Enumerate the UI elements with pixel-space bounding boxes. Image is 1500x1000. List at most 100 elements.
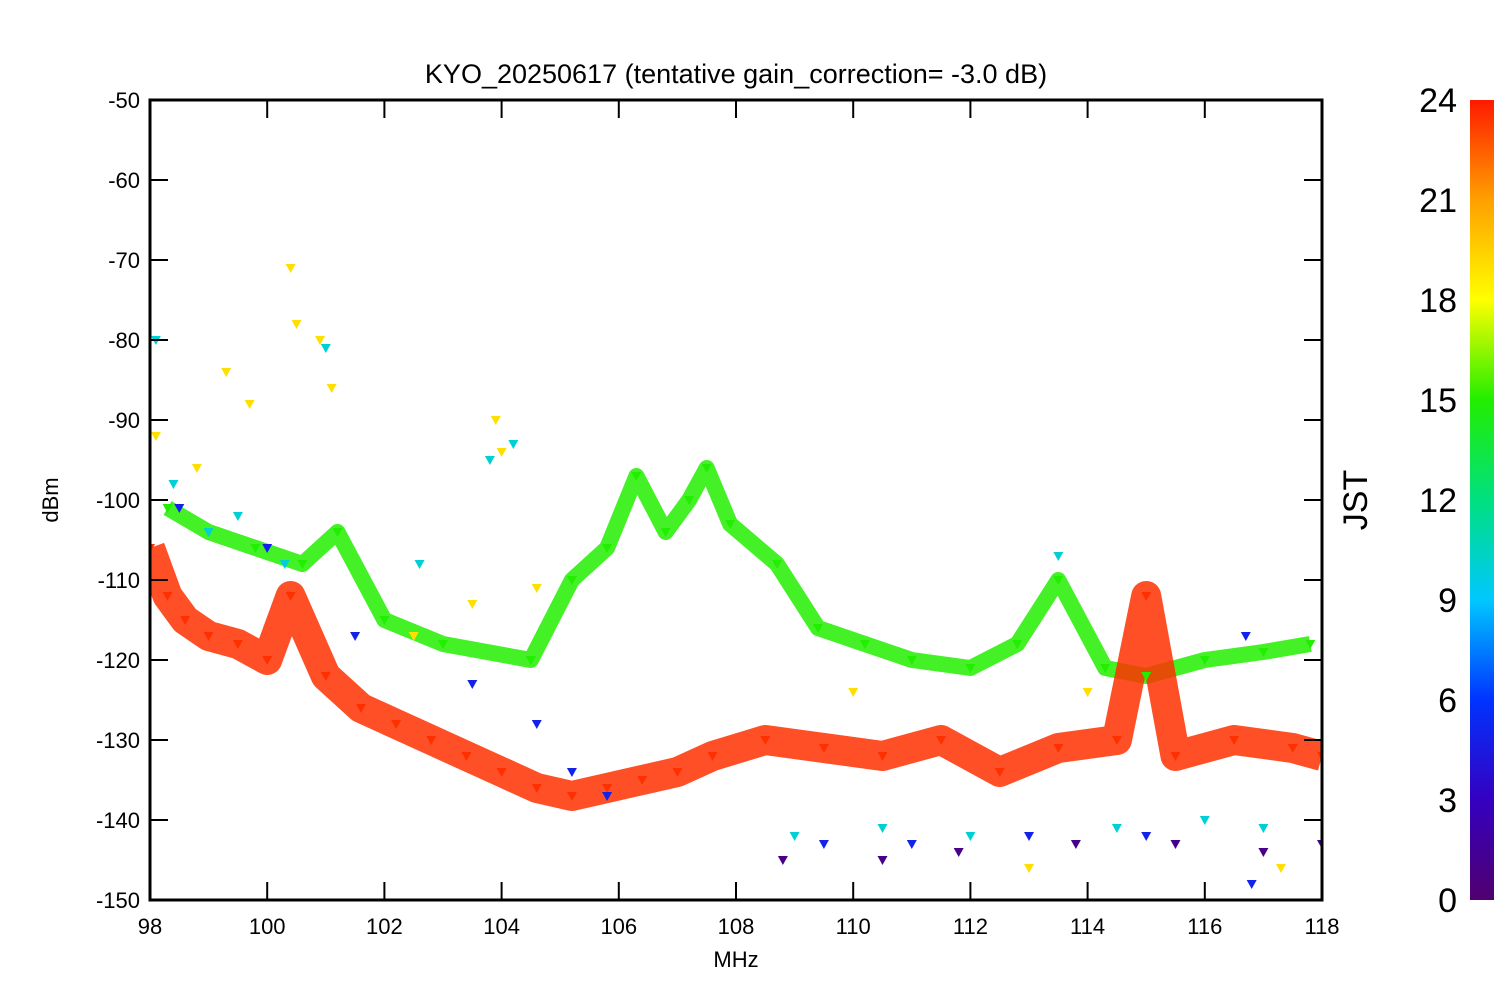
data-point (1258, 648, 1269, 657)
y-tick-label: -150 (96, 888, 140, 913)
data-point (1024, 832, 1034, 841)
data-point (936, 736, 947, 745)
data-point (162, 592, 173, 601)
x-tick-label: 100 (249, 914, 286, 939)
data-point (701, 464, 712, 473)
y-tick-label: -130 (96, 728, 140, 753)
data-point (1111, 824, 1122, 833)
data-point (1012, 640, 1023, 649)
data-point (320, 344, 331, 353)
y-tick-label: -110 (98, 568, 140, 593)
data-point (203, 632, 214, 641)
plot-frame (148, 98, 1324, 902)
data-point (965, 664, 976, 673)
data-point (877, 752, 888, 761)
data-point (789, 832, 800, 841)
y-axis-label: dBm (38, 477, 63, 522)
data-point (877, 856, 888, 865)
data-point (250, 544, 261, 553)
data-point (484, 456, 495, 465)
data-point (162, 504, 173, 513)
y-tick-label: -120 (96, 648, 140, 673)
data-point (262, 656, 273, 665)
data-point (1170, 840, 1181, 849)
data-point (174, 504, 185, 513)
data-point (760, 736, 771, 745)
emission-bands (150, 460, 1322, 811)
data-point (637, 776, 648, 785)
data-point (1305, 640, 1316, 649)
data-point (203, 528, 214, 537)
colorbar-tick-label: 12 (1419, 482, 1457, 520)
data-point (684, 496, 695, 505)
data-point (906, 840, 917, 849)
data-point (1111, 736, 1122, 745)
data-point (426, 736, 437, 745)
data-points (150, 264, 1322, 889)
data-point (953, 848, 964, 857)
data-point (1053, 576, 1064, 585)
data-point (1053, 552, 1064, 561)
data-point (314, 336, 325, 345)
data-point (566, 792, 577, 801)
data-point (332, 528, 343, 537)
y-tick-label: -140 (96, 808, 140, 833)
x-tick-label: 104 (483, 914, 520, 939)
colorbar-tick-label: 18 (1419, 282, 1457, 320)
data-point (496, 768, 507, 777)
data-point (1082, 688, 1093, 697)
colorbar (1470, 100, 1494, 900)
x-tick-label: 98 (138, 914, 162, 939)
data-point (602, 792, 613, 801)
data-point (379, 616, 390, 625)
data-point (508, 440, 519, 449)
x-tick-label: 114 (1070, 914, 1105, 939)
data-point (461, 752, 472, 761)
x-tick-label: 108 (718, 914, 755, 939)
data-point (1141, 672, 1152, 681)
data-point (531, 720, 542, 729)
data-point (496, 448, 507, 457)
data-point (1275, 864, 1286, 873)
data-point (818, 744, 829, 753)
data-point (994, 768, 1005, 777)
y-axis-ticks: -50 -60 -70 -80 -90 -100 -110 -120 -130 -140 -150 (96, 88, 1322, 913)
data-point (168, 480, 179, 489)
data-point (1258, 848, 1269, 857)
chart-title: KYO_20250617 (tentative gain_correction=… (425, 59, 1047, 89)
data-point (285, 592, 296, 601)
data-point (813, 624, 824, 633)
data-point (1199, 656, 1210, 665)
data-point (1141, 832, 1152, 841)
data-point (772, 560, 783, 569)
data-point (232, 640, 243, 649)
colorbar-label: JST (1337, 470, 1375, 530)
data-point (672, 768, 683, 777)
data-point (1246, 880, 1257, 889)
data-point (1287, 744, 1298, 753)
data-point (355, 704, 366, 713)
data-point (531, 784, 542, 793)
y-tick-label: -70 (108, 248, 140, 273)
data-point (631, 472, 642, 481)
data-point (291, 320, 302, 329)
data-point (320, 672, 331, 681)
y-tick-label: -50 (108, 88, 140, 113)
y-tick-label: -60 (108, 168, 140, 193)
x-tick-label: 110 (836, 914, 871, 939)
x-tick-label: 112 (953, 914, 988, 939)
data-point (859, 640, 870, 649)
data-point (244, 400, 255, 409)
y-tick-label: -90 (108, 408, 140, 433)
colorbar-tick-label: 0 (1438, 882, 1457, 920)
data-point (602, 544, 613, 553)
colorbar-tick-label: 9 (1438, 582, 1457, 620)
data-point (467, 680, 478, 689)
data-point (906, 656, 917, 665)
data-point (350, 632, 361, 641)
data-point (525, 656, 536, 665)
data-point (1170, 752, 1181, 761)
y-tick-label: -100 (96, 488, 140, 513)
colorbar-tick-label: 24 (1419, 82, 1457, 120)
